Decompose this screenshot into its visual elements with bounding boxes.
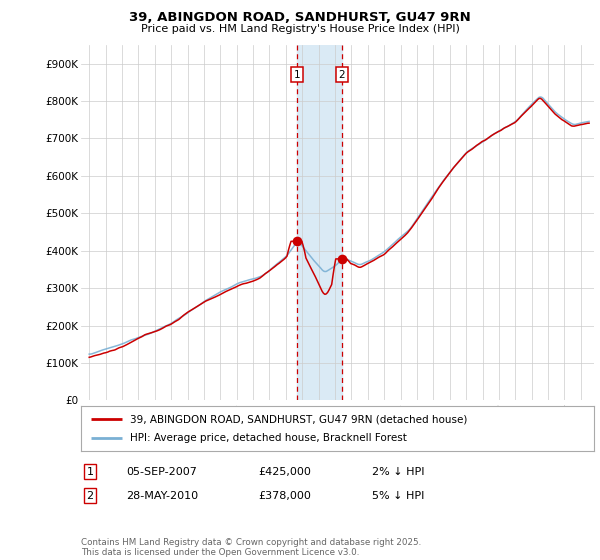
Text: 2% ↓ HPI: 2% ↓ HPI — [372, 466, 425, 477]
Text: 28-MAY-2010: 28-MAY-2010 — [126, 491, 198, 501]
Bar — [297, 45, 342, 400]
Text: 1: 1 — [86, 466, 94, 477]
Text: 05-SEP-2007: 05-SEP-2007 — [126, 466, 197, 477]
Text: Price paid vs. HM Land Registry's House Price Index (HPI): Price paid vs. HM Land Registry's House … — [140, 24, 460, 34]
Text: 39, ABINGDON ROAD, SANDHURST, GU47 9RN (detached house): 39, ABINGDON ROAD, SANDHURST, GU47 9RN (… — [130, 414, 467, 424]
Text: 2: 2 — [86, 491, 94, 501]
Text: 2: 2 — [338, 70, 345, 80]
Text: HPI: Average price, detached house, Bracknell Forest: HPI: Average price, detached house, Brac… — [130, 433, 407, 444]
Text: Contains HM Land Registry data © Crown copyright and database right 2025.
This d: Contains HM Land Registry data © Crown c… — [81, 538, 421, 557]
Text: 1: 1 — [293, 70, 300, 80]
Text: 39, ABINGDON ROAD, SANDHURST, GU47 9RN: 39, ABINGDON ROAD, SANDHURST, GU47 9RN — [129, 11, 471, 24]
Text: £425,000: £425,000 — [258, 466, 311, 477]
Text: 5% ↓ HPI: 5% ↓ HPI — [372, 491, 424, 501]
Text: £378,000: £378,000 — [258, 491, 311, 501]
